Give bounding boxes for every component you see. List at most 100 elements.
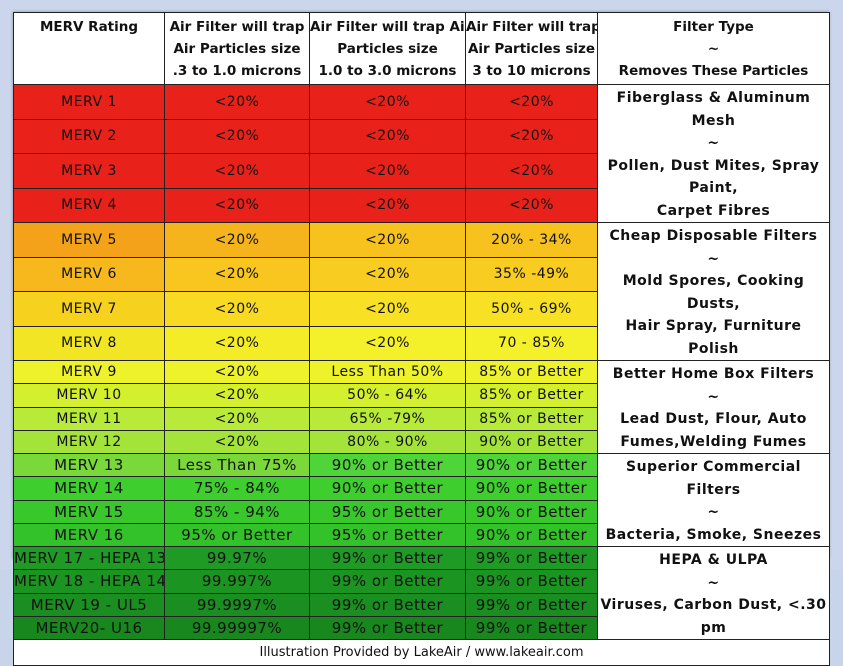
table-row: MERV 2 <20% <20% <20% (13, 118, 830, 154)
merv-rating-cell: MERV 3 (13, 153, 165, 189)
filter-type-line: Carpet Fibres (656, 202, 771, 219)
small-particle-efficiency-cell: <20% (164, 84, 310, 120)
small-particle-efficiency-cell: <20% (164, 222, 310, 258)
small-particle-efficiency-cell: <20% (164, 429, 310, 455)
large-particle-efficiency-cell: 90% or Better (465, 452, 598, 478)
large-particle-efficiency-cell: 99% or Better (465, 569, 598, 594)
small-particle-efficiency-cell: 75% - 84% (164, 476, 310, 501)
large-particle-efficiency-cell: 20% - 34% (465, 222, 598, 258)
large-particle-efficiency-cell: 85% or Better (465, 406, 598, 431)
large-particle-efficiency-cell: 90% or Better (465, 522, 598, 548)
small-particle-efficiency-cell: 85% - 94% (164, 499, 310, 524)
small-particle-efficiency-cell: Less Than 75% (164, 452, 310, 478)
filter-type-group: HEPA & ULPA ~ Viruses, Carbon Dust, <.30 p… (597, 546, 830, 640)
merv-rating-cell: MERV 4 (13, 187, 165, 223)
small-particle-efficiency-cell: <20% (164, 406, 310, 431)
header-col3-line3: 3 to 10 microns (472, 62, 591, 79)
merv-rating-cell: MERV 10 (13, 383, 165, 408)
small-particle-efficiency-cell: <20% (164, 291, 310, 327)
small-particle-efficiency-cell: 99.99997% (164, 615, 310, 641)
footer-credit: Illustration Provided by LakeAir / www.l… (13, 639, 830, 666)
medium-particle-efficiency-cell: 99% or Better (309, 545, 466, 571)
small-particle-efficiency-cell: <20% (164, 383, 310, 408)
table-row: MERV 3 <20% <20% <20% (13, 153, 830, 189)
header-col1-line1: Air Filter will trap (169, 18, 305, 35)
medium-particle-efficiency-cell: 50% - 64% (309, 383, 466, 408)
large-particle-efficiency-cell: 85% or Better (465, 383, 598, 408)
small-particle-efficiency-cell: <20% (164, 153, 310, 189)
filter-type-line: ~ (707, 135, 720, 151)
header-col1-line3: .3 to 1.0 microns (172, 62, 302, 79)
header-row: MERV Rating Air Filter will trap Air Par… (13, 12, 830, 85)
table-row: MERV 11 <20% 65% -79% 85% or Better (13, 406, 830, 431)
medium-particle-efficiency-cell: <20% (309, 325, 466, 361)
small-particle-efficiency-cell: 99.97% (164, 545, 310, 571)
medium-particle-efficiency-cell: 65% -79% (309, 406, 466, 431)
medium-particle-efficiency-cell: <20% (309, 256, 466, 292)
large-particle-efficiency-cell: <20% (465, 118, 598, 154)
table-row: MERV 17 - HEPA 13 99.97% 99% or Better 99% … (13, 545, 830, 640)
filter-type-line: Mold Spores, Cooking Dusts, (622, 273, 805, 312)
header-col3-line2: Air Particles size (467, 40, 595, 57)
header-col2-line3: 1.0 to 3.0 microns (318, 62, 457, 79)
filter-type-line: Viruses, Carbon Dust, <.30 pm (600, 597, 827, 636)
header-type-line3: Removes These Particles (618, 62, 809, 79)
merv-rating-cell: MERV 16 (13, 522, 165, 548)
merv-rating-cell: MERV 1 (13, 84, 165, 120)
small-particle-efficiency-cell: <20% (164, 359, 310, 385)
merv-rating-cell: MERV 2 (13, 118, 165, 154)
large-particle-efficiency-cell: 50% - 69% (465, 291, 598, 327)
header-large-particles: Air Filter will trap Air Particles size … (465, 12, 598, 85)
header-small-particles: Air Filter will trap Air Particles size … (164, 12, 310, 85)
header-col3-line1: Air Filter will trap (466, 18, 598, 35)
filter-type-line: Pollen, Dust Mites, Spray Paint, (607, 157, 820, 197)
merv-rating-cell: MERV 17 - HEPA 13 (13, 545, 165, 571)
table-body: MERV 1 <20% <20% <20% Fiberglass & Aluminum … (13, 84, 830, 641)
medium-particle-efficiency-cell: 95% or Better (309, 499, 466, 524)
large-particle-efficiency-cell: 99% or Better (465, 592, 598, 617)
merv-rating-cell: MERV 14 (13, 476, 165, 501)
table-row: MERV 4 <20% <20% <20% (13, 187, 830, 223)
table-row: MERV 9 <20% Less Than 50% 85% or Better Bett… (13, 359, 830, 454)
medium-particle-efficiency-cell: <20% (309, 153, 466, 189)
filter-type-line: ~ (707, 504, 720, 520)
medium-particle-efficiency-cell: 95% or Better (309, 522, 466, 548)
medium-particle-efficiency-cell: <20% (309, 222, 466, 258)
merv-rating-table: MERV Rating Air Filter will trap Air Par… (13, 12, 830, 666)
merv-rating-cell: MERV 11 (13, 406, 165, 431)
merv-rating-cell: MERV 18 - HEPA 14 (13, 569, 165, 594)
filter-type-line: HEPA & ULPA (659, 552, 768, 568)
medium-particle-efficiency-cell: 99% or Better (309, 615, 466, 641)
filter-type-line: Lead Dust, Flour, Auto (620, 411, 807, 427)
medium-particle-efficiency-cell: 80% - 90% (309, 429, 466, 455)
large-particle-efficiency-cell: 90% or Better (465, 476, 598, 501)
small-particle-efficiency-cell: <20% (164, 256, 310, 292)
header-medium-particles: Air Filter will trap Air Particles size … (309, 12, 466, 85)
header-merv-rating: MERV Rating (13, 12, 165, 85)
filter-type-group: Fiberglass & Aluminum Mesh ~ Pollen, Dust … (597, 84, 830, 223)
medium-particle-efficiency-cell: <20% (309, 291, 466, 327)
footer-row: Illustration Provided by LakeAir / www.l… (13, 639, 830, 666)
merv-rating-cell: MERV 13 (13, 452, 165, 478)
filter-type-line: ~ (707, 574, 720, 591)
large-particle-efficiency-cell: 70 - 85% (465, 325, 598, 361)
medium-particle-efficiency-cell: <20% (309, 118, 466, 154)
page-background: MERV Rating Air Filter will trap Air Par… (13, 12, 830, 666)
table-row: MERV 16 95% or Better 95% or Better 90% or … (13, 522, 830, 548)
merv-rating-cell: MERV20- U16 (13, 615, 165, 641)
header-type-line2: ~ (707, 40, 720, 57)
medium-particle-efficiency-cell: 90% or Better (309, 452, 466, 478)
table-row: MERV 8 <20% <20% 70 - 85% (13, 325, 830, 361)
large-particle-efficiency-cell: 99% or Better (465, 615, 598, 641)
filter-type-line: Fumes,Welding Fumes (620, 433, 807, 450)
filter-type-line: Fiberglass & Aluminum Mesh (616, 90, 811, 129)
merv-rating-cell: MERV 6 (13, 256, 165, 292)
table-row: MERV 15 85% - 94% 95% or Better 90% or Bett… (13, 499, 830, 524)
header-col1-line2: Air Particles size (173, 40, 301, 57)
small-particle-efficiency-cell: <20% (164, 325, 310, 361)
large-particle-efficiency-cell: 99% or Better (465, 545, 598, 571)
large-particle-efficiency-cell: 85% or Better (465, 359, 598, 385)
table-row: MERV 1 <20% <20% <20% Fiberglass & Aluminum … (13, 84, 830, 223)
merv-rating-cell: MERV 19 - UL5 (13, 592, 165, 617)
filter-type-line: Cheap Disposable Filters (609, 228, 818, 244)
